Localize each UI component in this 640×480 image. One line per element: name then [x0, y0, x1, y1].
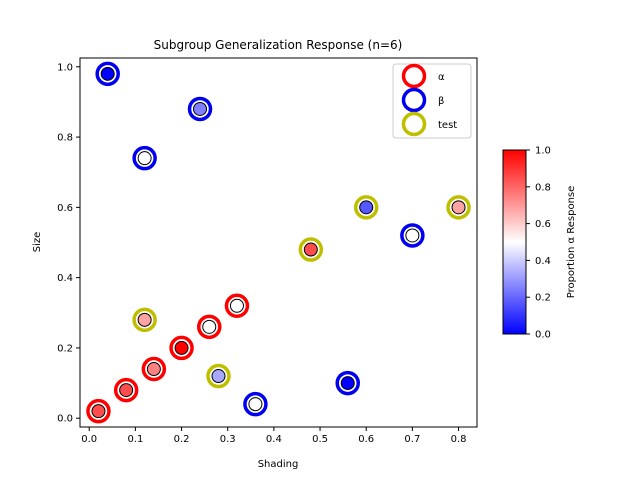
legend-frame [392, 63, 472, 139]
point-ring [243, 391, 268, 417]
point-ring [113, 377, 139, 403]
y-tick-label: 0.6 [57, 203, 73, 214]
x-tick-label: 0.6 [358, 434, 374, 445]
legend-marker [401, 87, 427, 113]
point-fill [340, 376, 355, 391]
point-ring [446, 195, 471, 220]
data-point-0-5 [224, 293, 250, 319]
y-tick-label: 0.2 [57, 343, 73, 354]
point-fill [100, 66, 115, 81]
x-axis-ticks: 0.0 0.1 0.2 0.3 0.4 0.5 0.6 0.7 0.8 [81, 427, 466, 445]
plot-frame [79, 57, 478, 428]
colorbar-label: Proportion α Response [566, 186, 577, 299]
legend-label: β [438, 96, 444, 107]
point-fill [137, 151, 152, 166]
point-fill [193, 101, 208, 116]
data-point-1-0 [95, 61, 120, 87]
legend-label: test [438, 120, 457, 131]
data-point-0-4 [197, 314, 222, 340]
point-fill [174, 340, 189, 355]
chart-title: Subgroup Generalization Response (n=6) [154, 38, 403, 52]
x-tick-label: 0.7 [404, 434, 420, 445]
x-tick-label: 0.0 [81, 434, 97, 445]
point-ring [187, 96, 213, 122]
data-point-1-5 [243, 391, 268, 417]
point-fill [202, 319, 217, 334]
point-fill [91, 404, 106, 419]
x-tick-label: 0.2 [174, 434, 190, 445]
point-fill [211, 369, 226, 384]
data-point-0-1 [113, 377, 139, 403]
y-tick-label: 0.0 [57, 414, 73, 425]
data-point-2-1 [206, 363, 231, 389]
point-ring [95, 61, 120, 87]
data-point-2-2 [298, 237, 324, 262]
points-layer [86, 61, 471, 424]
data-point-2-3 [353, 195, 379, 220]
point-fill [405, 228, 420, 243]
point-ring [298, 237, 324, 262]
colorbar-tick-label: 0.6 [535, 219, 551, 230]
point-ring [86, 398, 111, 424]
point-fill [303, 242, 318, 257]
point-ring [132, 145, 157, 171]
y-tick-label: 0.4 [57, 273, 73, 284]
x-tick-label: 0.1 [127, 434, 143, 445]
data-point-0-2 [141, 356, 167, 382]
y-axis-label: Size [32, 232, 43, 253]
colorbar: 0.0 0.2 0.4 0.6 0.8 1.0 Proportion α Response [502, 146, 577, 341]
colorbar-tick-label: 0.2 [535, 293, 551, 304]
data-point-1-2 [132, 145, 157, 171]
point-ring [132, 307, 157, 333]
data-point-0-3 [169, 335, 194, 361]
colorbar-tick-label: 1.0 [535, 146, 551, 157]
point-ring [169, 335, 194, 361]
point-ring [353, 195, 379, 220]
point-fill [119, 383, 134, 398]
point-ring [206, 363, 231, 389]
point-ring [197, 314, 222, 340]
legend-label: α [438, 72, 445, 83]
point-fill [146, 362, 161, 377]
data-point-1-3 [400, 223, 425, 248]
colorbar-gradient [502, 149, 527, 335]
x-tick-label: 0.5 [312, 434, 328, 445]
colorbar-tick-label: 0.4 [535, 256, 551, 267]
legend: α β test [392, 63, 472, 139]
y-tick-label: 1.0 [57, 62, 73, 73]
y-tick-label: 0.8 [57, 133, 73, 144]
point-ring [400, 223, 425, 248]
x-axis-label: Shading [258, 459, 299, 470]
point-ring [224, 293, 250, 319]
colorbar-tick-label: 0.8 [535, 182, 551, 193]
y-axis-ticks: 0.0 0.2 0.4 0.6 0.8 1.0 [57, 62, 80, 425]
data-point-2-4 [446, 195, 471, 220]
data-point-1-4 [335, 370, 360, 396]
x-tick-label: 0.8 [451, 434, 467, 445]
point-fill [451, 200, 466, 215]
point-fill [359, 200, 374, 215]
x-tick-label: 0.3 [220, 434, 236, 445]
point-fill [229, 298, 244, 313]
data-point-1-1 [187, 96, 213, 122]
point-ring [335, 370, 360, 396]
point-fill [248, 397, 263, 412]
legend-marker [401, 63, 427, 89]
point-ring [141, 356, 167, 382]
x-tick-label: 0.4 [266, 434, 282, 445]
point-fill [137, 312, 152, 327]
colorbar-tick-label: 0.0 [535, 330, 551, 341]
data-point-2-0 [132, 307, 157, 333]
data-point-0-0 [86, 398, 111, 424]
legend-marker [401, 111, 427, 137]
